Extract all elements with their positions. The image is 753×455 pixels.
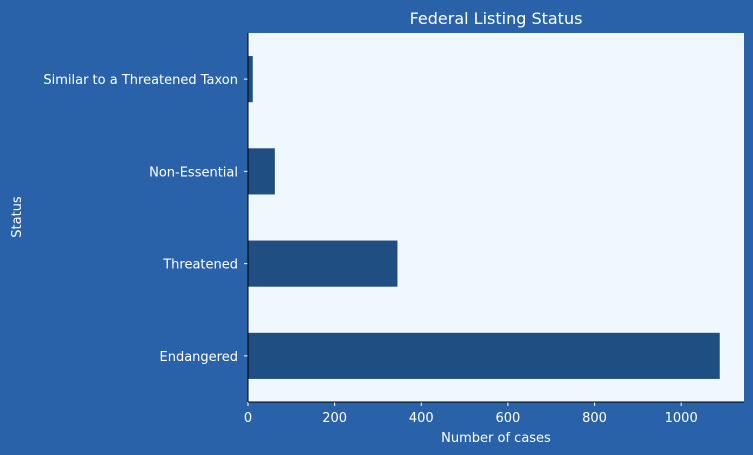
x-tick-label: 0 [244, 411, 252, 426]
chart-title: Federal Listing Status [410, 9, 583, 28]
y-tick-label: Threatened [162, 258, 238, 273]
y-tick-label: Endangered [160, 350, 238, 365]
x-tick-label: 800 [582, 411, 607, 426]
x-axis-label: Number of cases [441, 431, 551, 446]
y-tick-label: Non-Essential [149, 165, 238, 180]
y-axis-label: Status [10, 196, 25, 238]
x-tick-label: 1000 [665, 411, 698, 426]
y-tick-label: Similar to a Threatened Taxon [43, 73, 238, 88]
bar [248, 56, 253, 103]
x-tick-label: 600 [495, 411, 520, 426]
bar [248, 332, 720, 379]
x-tick-label: 400 [409, 411, 434, 426]
x-tick-label: 200 [322, 411, 347, 426]
bar [248, 240, 398, 287]
bar [248, 148, 275, 195]
